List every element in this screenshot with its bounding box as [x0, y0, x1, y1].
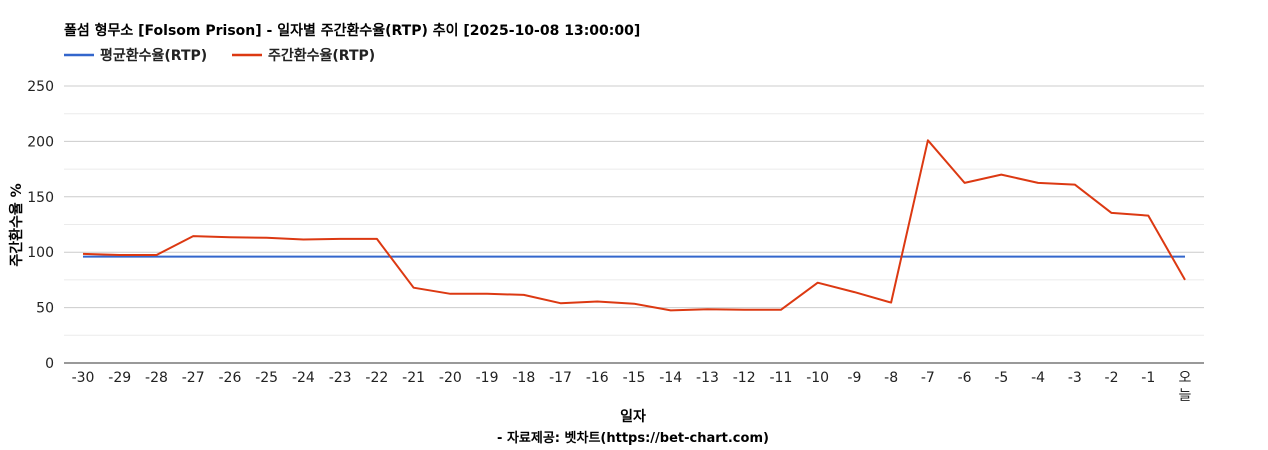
x-tick-label: -16 [586, 370, 609, 386]
data-source-footer: - 자료제공: 벳차트(https://bet-chart.com) [497, 430, 769, 446]
y-tick-label: 100 [27, 245, 54, 261]
x-tick-label: -10 [806, 370, 829, 386]
x-tick-label: -22 [365, 370, 388, 386]
x-tick-label: -21 [402, 370, 425, 386]
series-lines [82, 139, 1186, 312]
x-axis-title: 일자 [620, 409, 646, 425]
y-tick-label: 0 [45, 356, 54, 372]
x-tick-label: -2 [1105, 370, 1119, 386]
y-tick-label: 200 [27, 134, 54, 150]
x-tick-label: -14 [659, 370, 682, 386]
x-tick-label: -19 [476, 370, 499, 386]
y-axis-ticks: 0 50 100 150 200 250 [27, 79, 54, 372]
x-tick-label: -18 [512, 370, 535, 386]
y-tick-label: 50 [36, 301, 54, 317]
chart-title: 폴섬 형무소 [Folsom Prison] - 일자별 주간환수율(RTP) … [64, 22, 640, 39]
x-tick-label: -9 [847, 370, 861, 386]
x-tick-label: -12 [733, 370, 756, 386]
series-line-1 [82, 139, 1186, 312]
x-tick-label: -4 [1031, 370, 1045, 386]
x-tick-label: -15 [623, 370, 646, 386]
gridlines [64, 85, 1204, 336]
y-tick-label: 250 [27, 79, 54, 95]
x-tick-label: -8 [884, 370, 898, 386]
legend-label-weekly: 주간환수율(RTP) [268, 47, 375, 64]
x-tick-label: -17 [549, 370, 572, 386]
x-tick-label: -23 [329, 370, 352, 386]
x-axis-ticks: -30 -29 -28 -27 -26 -25 -24 -23 -22 -21 -20 -19 -18-… [72, 370, 1192, 404]
x-tick-label: -28 [145, 370, 168, 386]
x-tick-label: -24 [292, 370, 315, 386]
x-tick-label: -25 [255, 370, 278, 386]
legend-label-avg: 평균환수율(RTP) [100, 47, 207, 64]
x-tick-label: -27 [182, 370, 205, 386]
x-tick-label: -1 [1141, 370, 1155, 386]
x-tick-label: -20 [439, 370, 462, 386]
x-tick-label: -3 [1068, 370, 1082, 386]
x-tick-label: -6 [958, 370, 972, 386]
y-axis-title: 주간환수율 % [8, 183, 25, 266]
x-tick-label: -11 [769, 370, 792, 386]
x-tick-label: -13 [696, 370, 719, 386]
x-tick-label: -26 [218, 370, 241, 386]
x-tick-label: -29 [108, 370, 131, 386]
x-tick-label: -7 [921, 370, 935, 386]
legend: 평균환수율(RTP) 주간환수율(RTP) [64, 47, 375, 64]
x-tick-label: -5 [994, 370, 1008, 386]
x-tick-label: -30 [72, 370, 95, 386]
y-tick-label: 150 [27, 190, 54, 206]
